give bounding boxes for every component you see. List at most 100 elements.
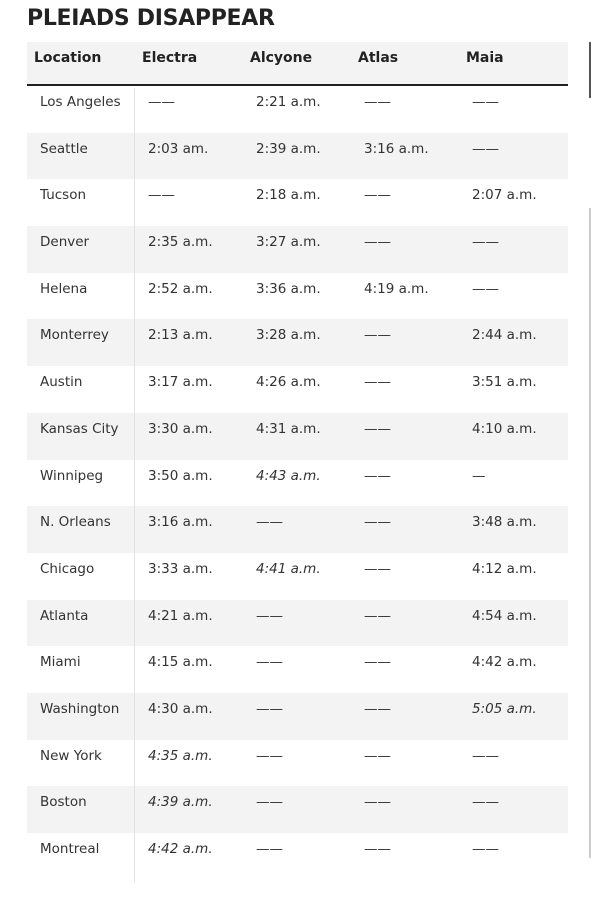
cell-maia: —— bbox=[472, 140, 499, 157]
cell-location: Washington bbox=[40, 700, 120, 717]
cell-location: Kansas City bbox=[40, 420, 119, 437]
cell-maia: 4:54 a.m. bbox=[472, 607, 537, 624]
table-row: Seattle 2:03 am. 2:39 a.m. 3:16 a.m. —— bbox=[27, 132, 568, 180]
table-row: Monterrey 2:13 a.m. 3:28 a.m. —— 2:44 a.m. bbox=[27, 319, 568, 367]
cell-maia: 4:10 a.m. bbox=[472, 420, 537, 437]
cell-location: Boston bbox=[40, 794, 87, 811]
cell-atlas: —— bbox=[364, 374, 391, 391]
cell-location: Austin bbox=[40, 374, 83, 391]
cell-electra: —— bbox=[148, 94, 175, 110]
table-row: Austin 3:17 a.m. 4:26 a.m. —— 3:51 a.m. bbox=[27, 366, 568, 413]
cell-atlas: —— bbox=[364, 187, 391, 204]
header-location: Location bbox=[34, 50, 102, 66]
cell-atlas: —— bbox=[364, 747, 391, 764]
table-row: N. Orleans 3:16 a.m. —— —— 3:48 a.m. bbox=[27, 506, 568, 553]
cell-maia: 5:05 a.m. bbox=[472, 700, 537, 717]
cell-maia: —— bbox=[472, 234, 499, 251]
cell-location: Denver bbox=[40, 234, 90, 251]
table-row: Tucson —— 2:18 a.m. —— 2:07 a.m. bbox=[27, 179, 568, 226]
cell-electra: 3:17 a.m. bbox=[148, 374, 213, 391]
cell-location: Seattle bbox=[40, 140, 88, 157]
cell-alcyone: —— bbox=[256, 654, 283, 671]
cell-electra: 3:33 a.m. bbox=[148, 560, 213, 577]
cell-atlas: —— bbox=[364, 794, 391, 811]
cell-maia: — bbox=[472, 467, 486, 484]
table-row: Boston 4:39 a.m. —— —— —— bbox=[27, 786, 568, 833]
cell-atlas: —— bbox=[364, 327, 391, 344]
right-edge-scroll bbox=[589, 208, 591, 858]
cell-atlas: —— bbox=[364, 420, 391, 437]
cell-alcyone: 2:39 a.m. bbox=[256, 140, 321, 157]
cell-maia: —— bbox=[472, 747, 499, 764]
header-atlas: Atlas bbox=[358, 50, 399, 66]
cell-electra: 2:03 am. bbox=[148, 140, 209, 157]
cell-atlas: —— bbox=[364, 607, 391, 624]
cell-location: Miami bbox=[40, 654, 81, 671]
cell-maia: —— bbox=[472, 841, 499, 857]
table-row: Kansas City 3:30 a.m. 4:31 a.m. —— 4:10 a.m. bbox=[27, 412, 568, 460]
table-row: Atlanta 4:21 a.m. —— —— 4:54 a.m. bbox=[27, 599, 568, 647]
cell-alcyone: 3:28 a.m. bbox=[256, 327, 321, 344]
cell-atlas: —— bbox=[364, 700, 391, 717]
table-header: Location Electra Alcyone Atlas Maia bbox=[27, 42, 568, 86]
cell-atlas: —— bbox=[364, 654, 391, 671]
cell-location: Chicago bbox=[40, 560, 95, 577]
header-electra: Electra bbox=[142, 50, 198, 66]
header-alcyone: Alcyone bbox=[250, 50, 313, 66]
cell-alcyone: 4:26 a.m. bbox=[256, 374, 321, 391]
cell-electra: 4:15 a.m. bbox=[148, 654, 213, 671]
table-row: Miami 4:15 a.m. —— —— 4:42 a.m. bbox=[27, 646, 568, 693]
cell-electra: 3:16 a.m. bbox=[148, 514, 213, 531]
cell-maia: —— bbox=[472, 94, 499, 110]
cell-maia: —— bbox=[472, 280, 499, 297]
cell-electra: 4:42 a.m. bbox=[148, 841, 213, 857]
cell-maia: 4:12 a.m. bbox=[472, 560, 537, 577]
cell-alcyone: —— bbox=[256, 794, 283, 811]
right-edge-mark bbox=[589, 42, 591, 98]
table-row: Montreal 4:42 a.m. —— —— —— bbox=[27, 833, 568, 880]
cell-alcyone: —— bbox=[256, 747, 283, 764]
cell-atlas: —— bbox=[364, 841, 391, 857]
cell-electra: 4:39 a.m. bbox=[148, 794, 213, 811]
cell-electra: —— bbox=[148, 187, 175, 204]
cell-maia: —— bbox=[472, 794, 499, 811]
cell-alcyone: 4:43 a.m. bbox=[256, 467, 321, 484]
cell-alcyone: 4:31 a.m. bbox=[256, 420, 321, 437]
cell-electra: 3:30 a.m. bbox=[148, 420, 213, 437]
cell-electra: 2:35 a.m. bbox=[148, 234, 213, 251]
pleiads-table: Location Electra Alcyone Atlas Maia Los … bbox=[27, 42, 568, 880]
page-title: PLEIADS DISAPPEAR bbox=[27, 6, 275, 31]
cell-location: Helena bbox=[40, 280, 88, 297]
table-row: New York 4:35 a.m. —— —— —— bbox=[27, 740, 568, 787]
cell-alcyone: 2:18 a.m. bbox=[256, 187, 321, 204]
cell-atlas: —— bbox=[364, 560, 391, 577]
table-row: Winnipeg 3:50 a.m. 4:43 a.m. —— — bbox=[27, 460, 568, 507]
cell-electra: 4:35 a.m. bbox=[148, 747, 213, 764]
cell-maia: 3:48 a.m. bbox=[472, 514, 537, 531]
cell-location: Los Angeles bbox=[40, 94, 121, 110]
cell-electra: 2:52 a.m. bbox=[148, 280, 213, 297]
cell-alcyone: 2:21 a.m. bbox=[256, 94, 321, 110]
cell-location: Tucson bbox=[40, 187, 87, 204]
cell-maia: 2:44 a.m. bbox=[472, 327, 537, 344]
table-row: Denver 2:35 a.m. 3:27 a.m. —— —— bbox=[27, 226, 568, 273]
cell-electra: 4:21 a.m. bbox=[148, 607, 213, 624]
cell-location: Winnipeg bbox=[40, 467, 104, 484]
header-maia: Maia bbox=[466, 50, 504, 66]
table-row: Helena 2:52 a.m. 3:36 a.m. 4:19 a.m. —— bbox=[27, 273, 568, 320]
cell-maia: 4:42 a.m. bbox=[472, 654, 537, 671]
cell-alcyone: —— bbox=[256, 700, 283, 717]
cell-alcyone: —— bbox=[256, 607, 283, 624]
cell-location: Atlanta bbox=[40, 607, 89, 624]
table-row: Washington 4:30 a.m. —— —— 5:05 a.m. bbox=[27, 692, 568, 740]
cell-atlas: —— bbox=[364, 234, 391, 251]
column-divider bbox=[134, 88, 135, 882]
table-body: Los Angeles —— 2:21 a.m. —— —— Seattle 2:03 am… bbox=[27, 86, 568, 880]
cell-electra: 3:50 a.m. bbox=[148, 467, 213, 484]
cell-atlas: 4:19 a.m. bbox=[364, 280, 429, 297]
cell-atlas: 3:16 a.m. bbox=[364, 140, 429, 157]
cell-location: N. Orleans bbox=[40, 514, 111, 531]
cell-electra: 4:30 a.m. bbox=[148, 700, 213, 717]
cell-alcyone: —— bbox=[256, 514, 283, 531]
cell-alcyone: —— bbox=[256, 841, 283, 857]
